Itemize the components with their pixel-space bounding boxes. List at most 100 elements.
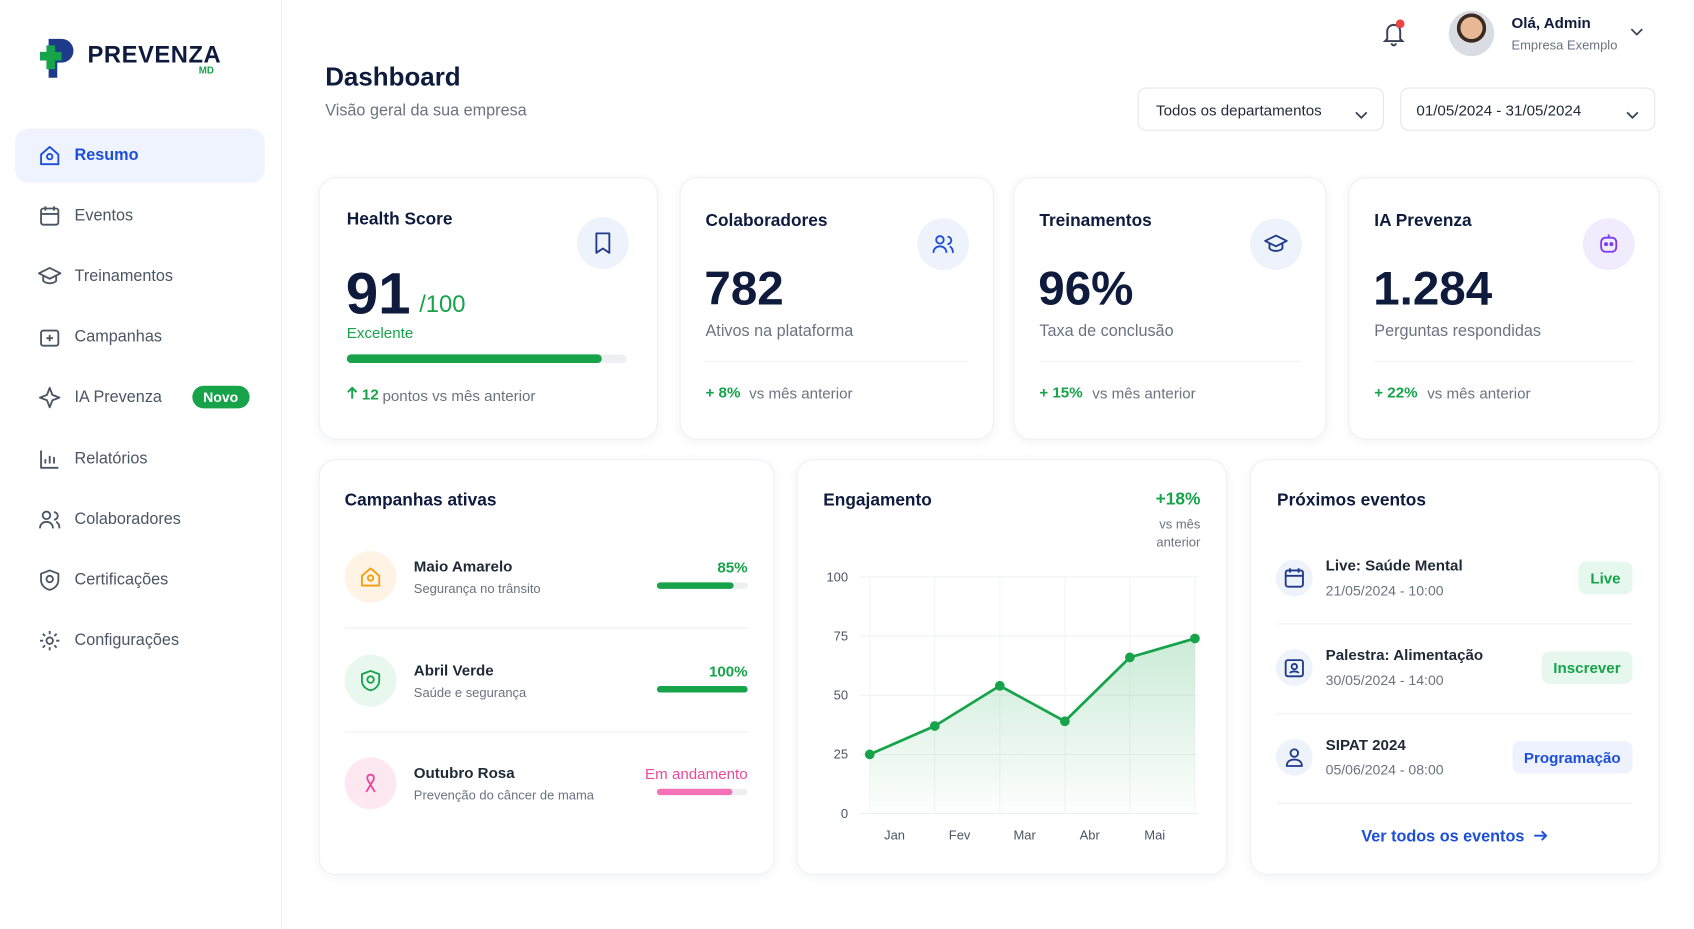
campaign-progress-label: Em andamento [645,764,748,783]
user-chevron[interactable] [1630,28,1643,37]
brand-name: PREVENZA [87,41,222,69]
card: Engajamento +18% vs mês anterior 0 25 50 75 100… [796,459,1228,876]
y-tick-label: 25 [834,747,848,762]
divider [344,627,749,629]
campaign-progress-label: 85% [717,558,748,576]
nav-label: Campanhas [74,327,162,347]
point [929,721,940,731]
event-action[interactable]: Programação [1512,741,1633,774]
change-value: 12 [361,385,379,403]
nav-item[interactable]: IA Prevenza Novo [15,371,265,425]
event-icon [1275,649,1313,687]
campaign-icon-glyph [365,773,376,793]
page-subtitle: Visão geral da sua empresa [325,101,527,120]
campaign-progress-label: 100% [708,661,748,680]
campaign-name: Abril Verde [413,660,494,678]
kpi-value: 1.284 [1373,262,1493,316]
kpi-caption: Perguntas respondidas [1374,321,1541,341]
page-title: Dashboard [325,62,461,92]
nav-item[interactable]: Certificações [15,553,265,607]
campaign-name: Maio Amarelo [413,557,513,575]
event-action[interactable]: Inscrever [1541,651,1633,684]
filter-chevron [1355,106,1368,125]
campaign-desc: Prevenção do câncer de mama [413,787,594,803]
nav-icon-glyph [40,449,59,469]
avatar[interactable] [1448,10,1495,57]
nav-icon [38,204,62,228]
filter-label: 01/05/2024 - 31/05/2024 [1416,101,1582,119]
event-title: SIPAT 2024 [1325,735,1406,754]
card-title: IA Prevenza [1374,211,1472,231]
nav-icon-glyph [40,206,60,226]
nav-icon [38,568,62,592]
divider [1039,360,1301,362]
card: IA Prevenza 1.284 Perguntas respondidas + 2… [1348,177,1660,440]
chart-change-text: vs mês anterior [1156,516,1201,550]
nav-icon [37,265,62,289]
card-icon [917,218,970,271]
nav-item[interactable]: Configurações [15,613,265,667]
nav-icon [38,447,62,471]
change-arrow [347,386,358,403]
event-action[interactable]: Live [1578,561,1633,595]
nav-item[interactable]: Relatórios [15,432,265,486]
card-icon-glyph [595,232,611,254]
x-tick-label: Fev [949,827,971,842]
kpi-value: 782 [704,262,784,316]
nav-icon-glyph [39,510,61,528]
nav-item[interactable]: Colaboradores [15,492,265,546]
nav-item[interactable]: Treinamentos [15,250,265,304]
change-text: pontos vs mês anterior [382,386,536,405]
card: Próximos eventos Live: Saúde Mental 21/05/… [1250,459,1660,876]
nav-item[interactable]: Campanhas [15,310,265,364]
event-datetime: 30/05/2024 - 14:00 [1325,672,1444,689]
change-text: vs mês anterior [1092,384,1196,402]
progress-track [346,354,627,364]
campaign-name: Outubro Rosa [413,763,515,782]
progress-bar [656,582,735,589]
change-value: + 15% [1039,383,1083,401]
nav-icon-glyph [40,569,60,591]
divider [705,360,969,362]
point [1190,633,1200,644]
event-icon [1275,738,1313,776]
card: Campanhas ativas Maio Amarelo Segurança no… [318,459,775,876]
nav-icon-glyph [40,146,60,166]
sidebar [0,0,282,929]
campaign-desc: Saúde e segurança [413,684,527,700]
x-tick-label: Jan [884,827,905,842]
campaign-icon [344,757,397,810]
user-company: Empresa Exemplo [1511,37,1618,53]
card: Colaboradores 782 Ativos na plataforma + 8%… [679,177,994,440]
nav-label: Resumo [74,145,139,165]
nav-label: Configurações [74,630,180,650]
y-tick-label: 100 [826,569,848,584]
arrow-up [347,386,358,399]
nav-label: Relatórios [74,448,148,468]
x-tick-label: Abr [1080,827,1101,842]
events-link-arrow [1533,828,1548,846]
campaign-icon-glyph [361,567,381,587]
divider [1277,802,1633,804]
y-tick-label: 50 [834,688,848,703]
progress-track [656,685,748,692]
nav-item[interactable]: Resumo [15,128,265,183]
progress-bar [656,788,733,796]
arrow-right [1534,830,1548,841]
card-icon-glyph [1264,234,1288,252]
events-link[interactable]: Ver todos os eventos [1251,828,1658,846]
filter-select[interactable]: Todos os departamentos [1137,87,1384,131]
point [864,749,875,760]
card-title: Health Score [346,210,453,230]
bell-icon[interactable] [1382,19,1408,47]
point [1125,652,1135,663]
progress-track [656,788,748,796]
filter-chevron [1626,106,1639,125]
nav-item[interactable]: Eventos [15,189,265,243]
card: Health Score 91/100 Excelente 12 pontos vs m… [318,177,658,440]
campaign-icon [344,551,397,603]
x-tick-label: Mar [1013,827,1036,842]
event-datetime: 05/06/2024 - 08:00 [1325,761,1444,778]
filter-select[interactable]: 01/05/2024 - 31/05/2024 [1400,87,1656,131]
